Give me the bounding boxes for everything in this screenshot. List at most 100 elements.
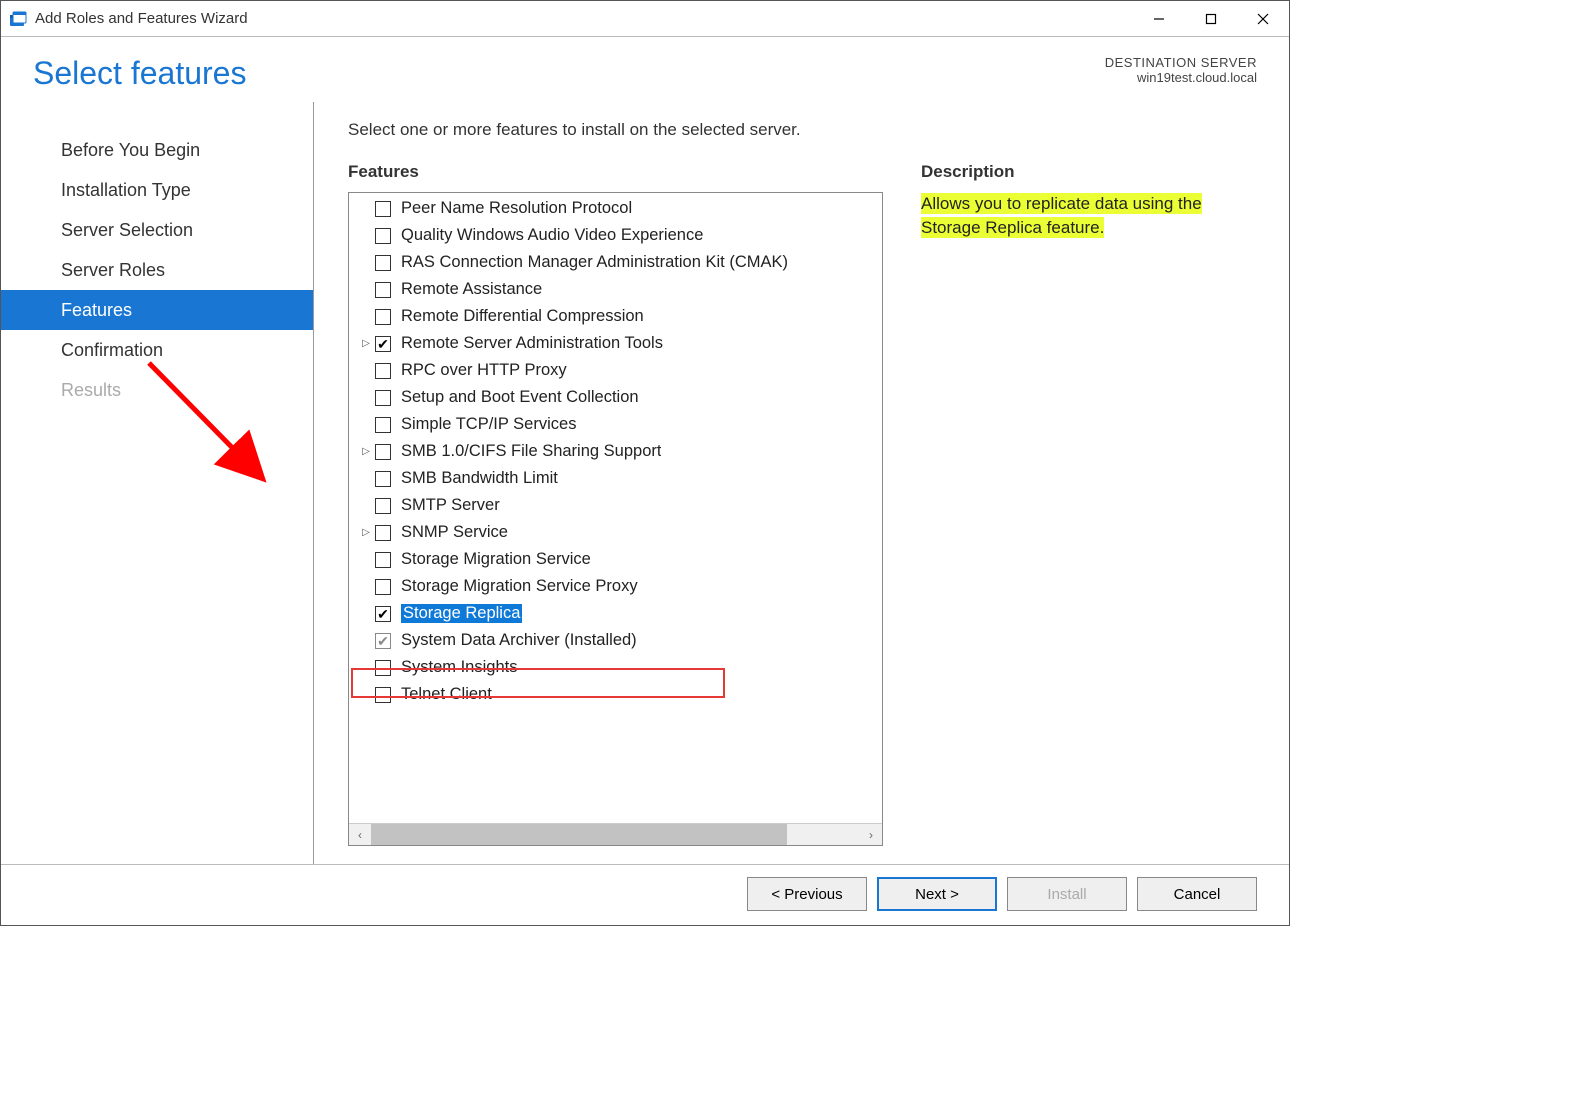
feature-label: SNMP Service [401,523,508,542]
feature-item[interactable]: ▷ Remote Server Administration Tools [349,330,882,357]
feature-checkbox[interactable] [375,417,391,433]
sidebar-step-server-roles[interactable]: Server Roles [1,250,313,290]
scrollbar-track[interactable] [371,824,860,845]
next-button[interactable]: Next > [877,877,997,911]
feature-item[interactable]: ▷ SMB 1.0/CIFS File Sharing Support [349,438,882,465]
feature-item[interactable]: Storage Migration Service [349,546,882,573]
destination-label: DESTINATION SERVER [1105,55,1257,70]
scroll-right-button[interactable]: › [860,824,882,845]
close-button[interactable] [1237,1,1289,37]
feature-label: Simple TCP/IP Services [401,415,576,434]
features-list[interactable]: Peer Name Resolution Protocol Quality Win… [349,193,882,823]
destination-info: DESTINATION SERVER win19test.cloud.local [1105,55,1257,85]
window-controls [1133,1,1289,37]
feature-checkbox[interactable] [375,336,391,352]
feature-item[interactable]: Setup and Boot Event Collection [349,384,882,411]
previous-button[interactable]: < Previous [747,877,867,911]
feature-checkbox[interactable] [375,660,391,676]
feature-checkbox[interactable] [375,282,391,298]
footer: < Previous Next > Install Cancel [1,864,1289,925]
description-container: Allows you to replicate data using the S… [921,192,1257,240]
content-area: Before You BeginInstallation TypeServer … [1,102,1289,864]
feature-label: Remote Differential Compression [401,307,644,326]
instruction-text: Select one or more features to install o… [348,120,1257,140]
feature-item[interactable]: ▷ SNMP Service [349,519,882,546]
feature-checkbox[interactable] [375,363,391,379]
cancel-button[interactable]: Cancel [1137,877,1257,911]
feature-item[interactable]: Storage Replica [349,600,882,627]
feature-label: Storage Replica [401,604,522,623]
feature-item[interactable]: RPC over HTTP Proxy [349,357,882,384]
feature-label: SMB Bandwidth Limit [401,469,558,488]
sidebar-step-server-selection[interactable]: Server Selection [1,210,313,250]
feature-item[interactable]: System Data Archiver (Installed) [349,627,882,654]
feature-item[interactable]: Storage Migration Service Proxy [349,573,882,600]
maximize-button[interactable] [1185,1,1237,37]
minimize-button[interactable] [1133,1,1185,37]
feature-checkbox[interactable] [375,201,391,217]
feature-item[interactable]: Quality Windows Audio Video Experience [349,222,882,249]
feature-item[interactable]: SMB Bandwidth Limit [349,465,882,492]
scroll-left-button[interactable]: ‹ [349,824,371,845]
sidebar-step-features[interactable]: Features [1,290,313,330]
feature-checkbox[interactable] [375,390,391,406]
feature-label: RPC over HTTP Proxy [401,361,567,380]
description-header: Description [921,162,1257,182]
feature-label: Peer Name Resolution Protocol [401,199,632,218]
feature-label: RAS Connection Manager Administration Ki… [401,253,788,272]
page-title: Select features [33,55,246,92]
feature-label: Quality Windows Audio Video Experience [401,226,703,245]
feature-label: Storage Migration Service Proxy [401,577,638,596]
wizard-window: Add Roles and Features Wizard Select fea… [0,0,1290,926]
sidebar-step-before-you-begin[interactable]: Before You Begin [1,130,313,170]
feature-label: Setup and Boot Event Collection [401,388,639,407]
feature-item[interactable]: RAS Connection Manager Administration Ki… [349,249,882,276]
feature-item[interactable]: Telnet Client [349,681,882,708]
wizard-icon [9,10,27,28]
feature-label: Remote Server Administration Tools [401,334,663,353]
feature-checkbox[interactable] [375,552,391,568]
feature-label: System Insights [401,658,517,677]
feature-checkbox[interactable] [375,687,391,703]
horizontal-scrollbar[interactable]: ‹ › [349,823,882,845]
feature-label: Remote Assistance [401,280,542,299]
feature-checkbox[interactable] [375,444,391,460]
sidebar-step-confirmation[interactable]: Confirmation [1,330,313,370]
wizard-sidebar: Before You BeginInstallation TypeServer … [1,102,314,864]
expand-icon[interactable]: ▷ [357,527,375,538]
expand-icon[interactable]: ▷ [357,338,375,349]
description-column: Description Allows you to replicate data… [921,162,1257,846]
features-header: Features [348,162,883,182]
titlebar: Add Roles and Features Wizard [1,1,1289,37]
scrollbar-thumb[interactable] [371,824,787,845]
feature-checkbox[interactable] [375,525,391,541]
feature-item[interactable]: SMTP Server [349,492,882,519]
features-scroll-container: Peer Name Resolution Protocol Quality Win… [349,193,882,823]
feature-item[interactable]: Peer Name Resolution Protocol [349,195,882,222]
feature-checkbox[interactable] [375,606,391,622]
feature-label: Storage Migration Service [401,550,591,569]
feature-item[interactable]: Remote Assistance [349,276,882,303]
feature-checkbox[interactable] [375,579,391,595]
feature-item[interactable]: System Insights [349,654,882,681]
install-button[interactable]: Install [1007,877,1127,911]
feature-checkbox[interactable] [375,228,391,244]
feature-checkbox[interactable] [375,255,391,271]
sidebar-step-results: Results [1,370,313,410]
window-title: Add Roles and Features Wizard [35,10,248,27]
feature-label: Telnet Client [401,685,492,704]
feature-checkbox[interactable] [375,498,391,514]
feature-checkbox[interactable] [375,633,391,649]
destination-value: win19test.cloud.local [1105,70,1257,85]
feature-checkbox[interactable] [375,471,391,487]
feature-item[interactable]: Remote Differential Compression [349,303,882,330]
feature-label: SMB 1.0/CIFS File Sharing Support [401,442,661,461]
sidebar-step-installation-type[interactable]: Installation Type [1,170,313,210]
main-panel: Select one or more features to install o… [314,102,1257,864]
features-column: Features Peer Name Resolution Protocol Qu… [348,162,883,846]
feature-item[interactable]: Simple TCP/IP Services [349,411,882,438]
expand-icon[interactable]: ▷ [357,446,375,457]
feature-checkbox[interactable] [375,309,391,325]
features-listbox: Peer Name Resolution Protocol Quality Win… [348,192,883,846]
header-area: Select features DESTINATION SERVER win19… [1,37,1289,102]
